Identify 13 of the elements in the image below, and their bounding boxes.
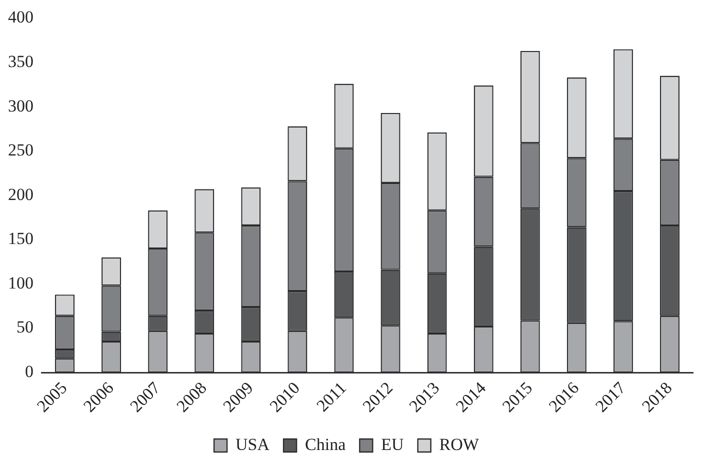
y-tick-label: 150 — [8, 229, 34, 248]
y-tick-label: 400 — [8, 8, 34, 27]
legend-label: USA — [236, 434, 270, 454]
y-tick-label: 100 — [8, 273, 34, 292]
legend-label: China — [305, 434, 346, 454]
legend-label: ROW — [439, 434, 480, 454]
y-tick-label: 200 — [8, 184, 34, 204]
y-tick-label: 300 — [8, 96, 34, 116]
y-tick-label: 0 — [25, 362, 34, 381]
legend-label: EU — [381, 434, 404, 454]
y-tick-label: 50 — [16, 318, 34, 337]
y-tick-label: 350 — [8, 52, 34, 71]
y-tick-label: 250 — [8, 140, 34, 160]
